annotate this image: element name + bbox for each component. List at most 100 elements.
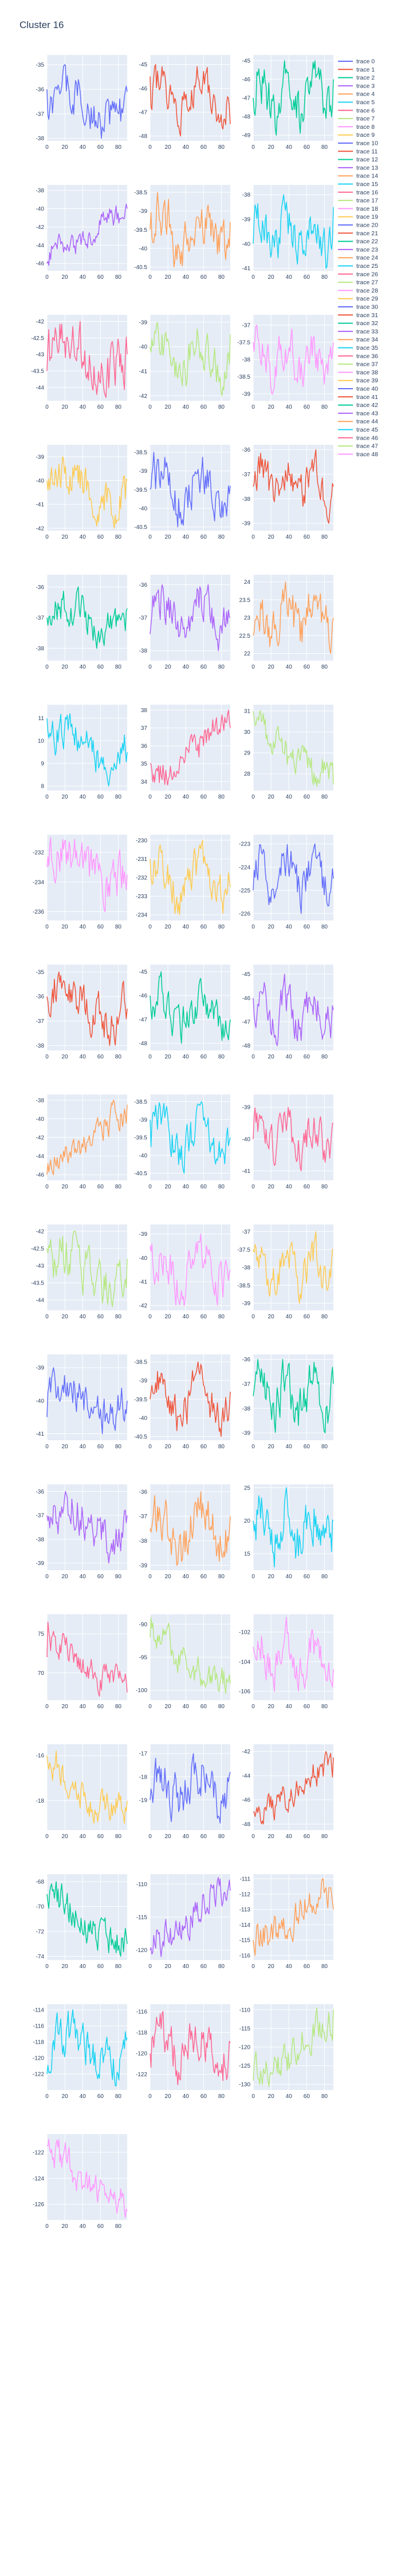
y-tick-label: -46 — [242, 1797, 251, 1804]
y-tick-label: -38 — [36, 1097, 45, 1104]
legend-item[interactable]: trace 9 — [338, 132, 375, 139]
y-tick-label: -17 — [139, 1751, 148, 1757]
series-line-12 — [46, 586, 128, 649]
legend-item[interactable]: trace 47 — [338, 443, 378, 450]
series-line-15 — [46, 713, 128, 787]
legend-item[interactable]: trace 11 — [338, 148, 378, 155]
legend-item[interactable]: trace 4 — [338, 91, 375, 98]
legend-item[interactable]: trace 0 — [338, 58, 375, 65]
legend-item[interactable]: trace 26 — [338, 271, 378, 278]
x-tick-label: 60 — [200, 1574, 207, 1580]
legend-item[interactable]: trace 22 — [338, 238, 378, 245]
legend-item[interactable]: trace 7 — [338, 116, 375, 123]
x-tick-label: 40 — [80, 664, 87, 670]
y-tick-label: -39 — [139, 208, 148, 215]
legend-item[interactable]: trace 24 — [338, 255, 378, 262]
legend-item[interactable]: trace 39 — [338, 377, 378, 384]
legend-item[interactable]: trace 29 — [338, 295, 378, 302]
legend-label: trace 12 — [356, 156, 378, 163]
legend-item[interactable]: trace 3 — [338, 82, 375, 89]
x-tick-label: 20 — [165, 1314, 172, 1320]
legend-item[interactable]: trace 16 — [338, 189, 378, 196]
y-tick-label: 34 — [141, 779, 148, 785]
subplot-12: -36 -37 -38 0 20 40 60 80 — [36, 575, 128, 670]
legend-item[interactable]: trace 44 — [338, 418, 378, 425]
series-line-20 — [253, 843, 334, 914]
x-tick-label: 80 — [115, 534, 122, 540]
legend-item[interactable]: trace 23 — [338, 246, 378, 253]
series-line-33 — [46, 1491, 128, 1564]
x-tick-label: 80 — [218, 1184, 225, 1190]
plot-area — [253, 835, 333, 920]
series-line-16 — [150, 709, 231, 786]
legend-item[interactable]: trace 31 — [338, 312, 378, 319]
x-tick-label: 40 — [80, 794, 87, 800]
legend-item[interactable]: trace 2 — [338, 74, 375, 81]
legend-item[interactable]: trace 18 — [338, 206, 378, 212]
x-tick-label: 40 — [286, 534, 293, 540]
x-tick-label: 60 — [304, 1574, 310, 1580]
legend-item[interactable]: trace 12 — [338, 156, 378, 163]
legend-item[interactable]: trace 32 — [338, 320, 378, 327]
legend-item[interactable]: trace 20 — [338, 222, 378, 229]
legend-item[interactable]: trace 46 — [338, 434, 378, 441]
legend-label: trace 23 — [356, 246, 378, 253]
legend-item[interactable]: trace 42 — [338, 402, 378, 409]
legend-item[interactable]: trace 10 — [338, 140, 378, 147]
x-tick-label: 0 — [251, 924, 255, 930]
legend-item[interactable]: trace 5 — [338, 99, 375, 106]
y-tick-label: -236 — [33, 909, 44, 915]
legend-item[interactable]: trace 27 — [338, 279, 378, 286]
legend-label: trace 18 — [356, 206, 378, 212]
legend-item[interactable]: trace 35 — [338, 345, 378, 351]
legend-label: trace 47 — [356, 443, 378, 450]
legend-item[interactable]: trace 17 — [338, 197, 378, 204]
y-tick-label: 38 — [141, 708, 148, 714]
legend-item[interactable]: trace 25 — [338, 263, 378, 270]
legend-item[interactable]: trace 45 — [338, 426, 378, 433]
x-tick-label: 60 — [304, 1314, 310, 1320]
legend-item[interactable]: trace 19 — [338, 214, 378, 220]
x-tick-label: 80 — [218, 1574, 225, 1580]
legend-item[interactable]: trace 41 — [338, 394, 378, 401]
x-tick-label: 0 — [148, 924, 152, 930]
legend-item[interactable]: trace 15 — [338, 181, 378, 188]
plot-area — [47, 1224, 127, 1310]
series-line-5 — [253, 194, 334, 269]
y-tick-label: -47 — [139, 110, 148, 116]
legend-item[interactable]: trace 38 — [338, 369, 378, 376]
x-tick-label: 20 — [62, 2093, 69, 2100]
series-line-18 — [46, 837, 128, 912]
legend-item[interactable]: trace 37 — [338, 361, 378, 368]
legend-item[interactable]: trace 34 — [338, 337, 378, 343]
legend-item[interactable]: trace 14 — [338, 173, 378, 180]
legend-item[interactable]: trace 43 — [338, 410, 378, 417]
legend-item[interactable]: trace 21 — [338, 230, 378, 237]
legend-item[interactable]: trace 6 — [338, 107, 375, 114]
subplot-37: -90 -95 -100 0 20 40 60 80 — [136, 1614, 231, 1710]
x-tick-label: 20 — [268, 1444, 275, 1450]
y-tick-label: -36 — [36, 584, 45, 591]
y-tick-label: -41 — [139, 369, 148, 375]
series-line-7 — [150, 322, 231, 397]
legend-item[interactable]: trace 48 — [338, 451, 378, 458]
legend-item[interactable]: trace 36 — [338, 353, 378, 359]
legend-item[interactable]: trace 8 — [338, 124, 375, 131]
legend-item[interactable]: trace 33 — [338, 328, 378, 335]
x-tick-label: 60 — [200, 2093, 207, 2100]
x-tick-label: 20 — [165, 1184, 172, 1190]
x-tick-label: 0 — [251, 1314, 255, 1320]
y-tick-label: -42 — [36, 1135, 45, 1141]
legend-label: trace 36 — [356, 353, 378, 359]
legend-item[interactable]: trace 13 — [338, 164, 378, 171]
legend-item[interactable]: trace 1 — [338, 66, 375, 73]
legend-item[interactable]: trace 30 — [338, 304, 378, 311]
x-tick-label: 60 — [97, 1314, 104, 1320]
series-line-10 — [150, 452, 231, 528]
x-tick-label: 80 — [218, 1054, 225, 1060]
y-tick-label: 23 — [244, 615, 251, 622]
x-tick-label: 40 — [80, 1963, 87, 1970]
legend-item[interactable]: trace 40 — [338, 386, 378, 393]
legend-item[interactable]: trace 28 — [338, 287, 378, 294]
y-tick-label: 70 — [38, 1670, 45, 1677]
